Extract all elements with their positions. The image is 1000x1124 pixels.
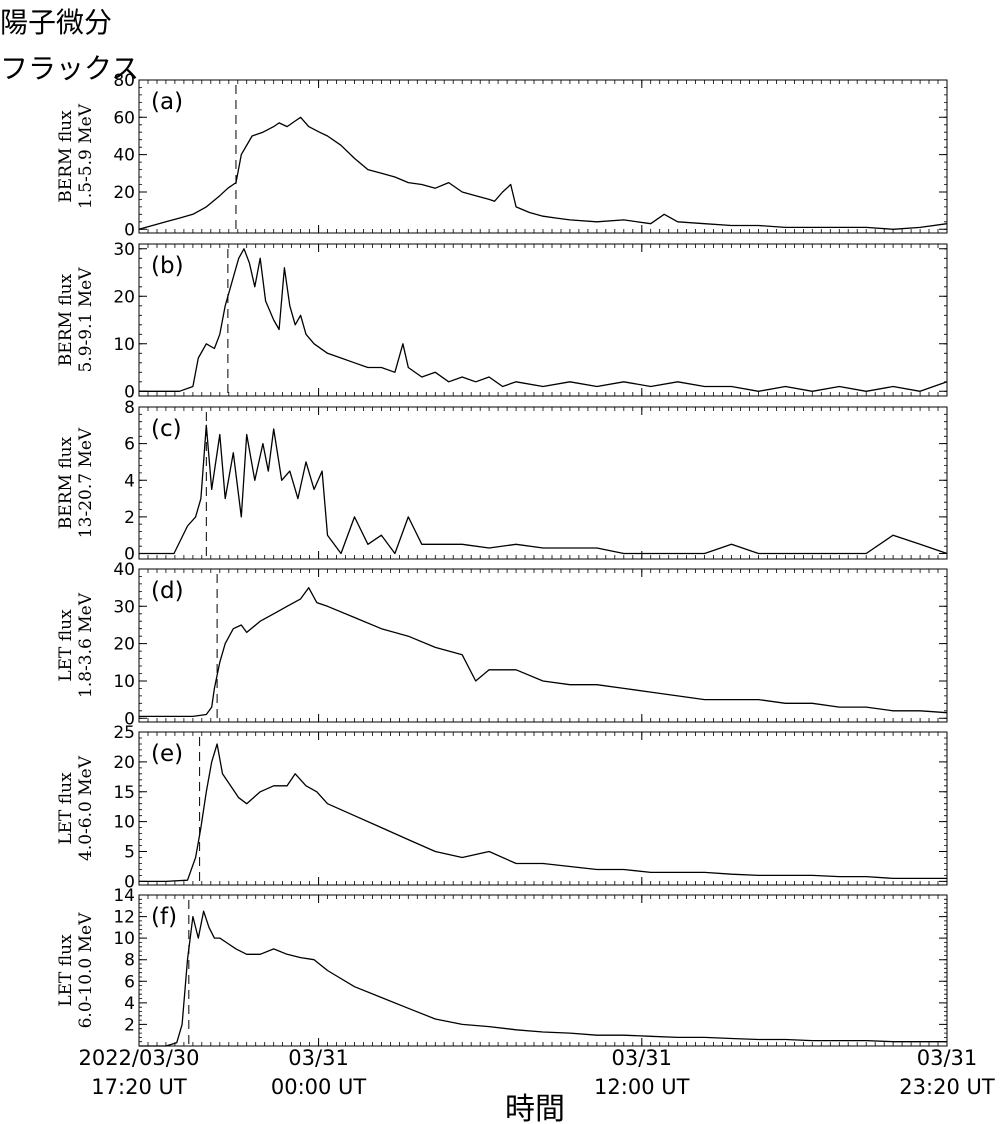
panel-3-major-x-ticks (138, 569, 948, 722)
x-tick-label-2-date: 03/31 (611, 1046, 672, 1070)
panel-0-series-line (138, 116, 948, 230)
panel-2-major-x-ticks (138, 407, 948, 559)
panel-5-letter: (f) (151, 904, 177, 930)
panel-0-ylabel-line-1: 1.5-5.9 MeV (76, 103, 96, 209)
panel-4-y-tick-label-0: 0 (124, 872, 135, 892)
panel-5-y-tick-label-4: 10 (113, 929, 135, 949)
panel-4-ylabel-line-0: LET flux (56, 772, 76, 845)
panel-1-y-tick-label-3: 30 (113, 240, 135, 260)
panel-4-y-tick-label-5: 25 (113, 723, 135, 743)
x-tick-label-1-time: 00:00 UT (271, 1075, 367, 1099)
panel-4-series-line (139, 743, 947, 883)
panel-5-minor-y-ticks (139, 894, 947, 1047)
panel-5-ylabel: LET flux 6.0-10.0 MeV (56, 912, 96, 1029)
panel-1-ylabel-line-1: 5.9-9.1 MeV (76, 267, 96, 373)
panel-1-minor-y-ticks (139, 248, 947, 392)
panel-3-series-line (139, 587, 948, 718)
panel-1-letter: (b) (151, 253, 184, 279)
panel-2-y-tick-label-4: 8 (124, 398, 135, 418)
panel-0-y-tick-label-3: 60 (113, 108, 135, 128)
panel-4-y-tick-label-2: 10 (113, 813, 135, 833)
panel-4-major-x-ticks (138, 732, 948, 885)
panel-3-ylabel-line-1: 1.8-3.6 MeV (76, 592, 96, 698)
panel-3-ylabel: LET flux 1.8-3.6 MeV (56, 592, 96, 698)
panel-3-minor-y-ticks (139, 568, 947, 719)
panel-5-y-tick-label-2: 6 (124, 972, 135, 992)
panel-2-y-tick-label-3: 6 (124, 435, 135, 455)
panel-1-frame (138, 243, 948, 397)
panel-0-letter: (a) (151, 89, 183, 115)
panel-4-y-tick-label-4: 20 (113, 753, 135, 773)
panel-3-y-tick-label-2: 20 (113, 635, 135, 655)
panel-3-y-tick-label-3: 30 (113, 597, 135, 617)
panel-1-y-tick-label-2: 20 (113, 287, 135, 307)
panel-3-frame (138, 568, 948, 723)
panel-3-minor-x-ticks (147, 569, 939, 722)
x-tick-label-1-date: 03/31 (288, 1046, 349, 1070)
panel-5-y-tick-label-1: 4 (124, 994, 135, 1014)
chart-title: 陽子微分 フラックス (0, 0, 139, 92)
panel-5-y-tick-label-6: 14 (113, 886, 135, 906)
x-tick-label-2-time: 12:00 UT (594, 1075, 690, 1099)
panel-4-y-tick-label-3: 15 (113, 783, 135, 803)
panel-2-ylabel: BERM flux 13-20.7 MeV (56, 427, 96, 538)
panel-2-ylabel-line-1: 13-20.7 MeV (76, 427, 96, 538)
panel-4-minor-x-ticks (147, 732, 939, 885)
panel-1-y-tick-label-1: 10 (113, 335, 135, 355)
panel-2-y-tick-label-2: 4 (124, 471, 135, 491)
panel-3-y-tick-label-0: 0 (124, 709, 135, 729)
panel-0-minor-x-ticks (147, 80, 939, 233)
panel-1-y-tick-label-0: 0 (124, 382, 135, 402)
panel-3-y-tick-label-4: 40 (113, 560, 135, 580)
panel-4-ylabel: LET flux 4.0-6.0 MeV (56, 755, 96, 861)
panel-4-ylabel-line-1: 4.0-6.0 MeV (76, 755, 96, 861)
panel-5-y-tick-label-0: 2 (124, 1015, 135, 1035)
panel-0-y-tick-label-2: 40 (113, 146, 135, 166)
panel-5-minor-x-ticks (147, 895, 939, 1046)
x-axis-label: 時間 (505, 1092, 565, 1124)
panel-5-y-tick-label-3: 8 (124, 951, 135, 971)
panel-2-series-line (139, 424, 948, 555)
panel-5-series-line (139, 910, 947, 1047)
panel-0-frame (138, 79, 948, 234)
x-tick-label-0-time: 17:20 UT (91, 1075, 187, 1099)
panel-4-minor-y-ticks (139, 731, 947, 882)
panel-5-y-tick-label-5: 12 (113, 908, 135, 928)
panel-2-frame (138, 406, 948, 560)
x-tick-label-3-time: 23:20 UT (899, 1075, 995, 1099)
panel-0-ylabel: BERM flux 1.5-5.9 MeV (56, 103, 96, 209)
panel-1-ylabel: BERM flux 5.9-9.1 MeV (56, 267, 96, 373)
panel-0-y-tick-label-1: 20 (113, 183, 135, 203)
panel-3-y-tick-label-1: 10 (113, 672, 135, 692)
panel-1-series-line (139, 248, 948, 392)
panel-2-y-tick-label-1: 2 (124, 508, 135, 528)
panel-2-ylabel-line-0: BERM flux (56, 436, 76, 529)
panel-5-major-x-ticks (138, 895, 948, 1046)
chart-title-line-2: フラックス (0, 52, 140, 85)
panel-5-frame (138, 894, 948, 1047)
panel-2-y-tick-label-0: 0 (124, 545, 135, 565)
panel-5-ylabel-line-1: 6.0-10.0 MeV (76, 912, 96, 1029)
panel-4-letter: (e) (151, 741, 183, 767)
panel-0-y-tick-label-0: 0 (124, 220, 135, 240)
panel-2-letter: (c) (151, 416, 182, 442)
panel-4-frame (138, 731, 948, 886)
chart-title-line-1: 陽子微分 (0, 6, 113, 39)
panel-1-major-x-ticks (138, 244, 948, 396)
panel-3-ylabel-line-0: LET flux (56, 609, 76, 682)
panel-2-minor-x-ticks (147, 407, 939, 559)
panel-1-minor-x-ticks (147, 244, 939, 396)
panel-1-ylabel-line-0: BERM flux (56, 273, 76, 366)
panel-0-major-x-ticks (138, 80, 948, 233)
panel-0-ylabel-line-0: BERM flux (56, 110, 76, 203)
panel-3-letter: (d) (151, 578, 184, 604)
x-tick-label-3-date: 03/31 (917, 1046, 978, 1070)
panel-2-minor-y-ticks (139, 406, 947, 554)
x-tick-label-0-date: 2022/03/30 (78, 1046, 199, 1070)
panel-0-minor-y-ticks (139, 79, 947, 230)
panel-4-y-tick-label-1: 5 (124, 843, 135, 863)
panel-0-y-tick-label-4: 80 (113, 71, 135, 91)
panel-5-ylabel-line-0: LET flux (56, 934, 76, 1007)
